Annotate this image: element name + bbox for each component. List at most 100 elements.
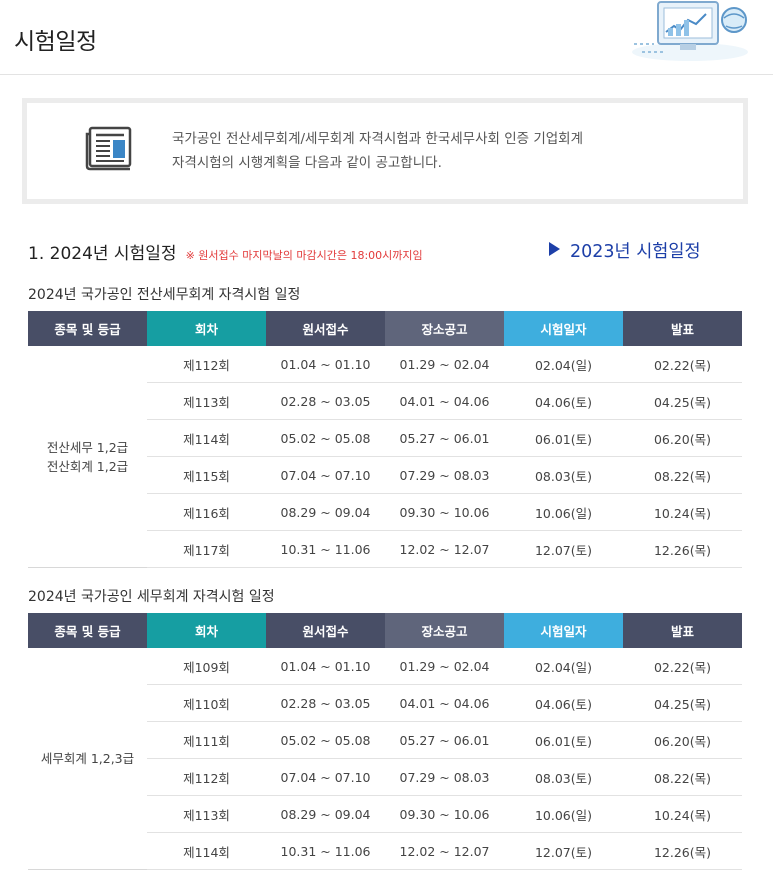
exam-date-cell: 02.04(일)	[504, 346, 623, 383]
apply-period-cell: 10.31 ~ 11.06	[266, 832, 385, 870]
header-announce: 발표	[623, 613, 742, 648]
link-2023-label: 2023년 시험일정	[570, 242, 701, 262]
round-cell: 제116회	[147, 493, 266, 531]
exam-date-cell: 06.01(토)	[504, 419, 623, 457]
table-row: 제117회 10.31 ~ 11.06 12.02 ~ 12.07 12.07(토) 1…	[28, 530, 742, 568]
header-venue: 장소공고	[385, 613, 504, 648]
header-apply: 원서접수	[266, 311, 385, 346]
grade-cell: 세무회계 1,2,3급	[28, 648, 147, 870]
announce-date-cell: 06.20(목)	[623, 419, 742, 457]
header-grade: 종목 및 등급	[28, 613, 147, 648]
apply-period-cell: 08.29 ~ 09.04	[266, 795, 385, 833]
table-row: 제113회 08.29 ~ 09.04 09.30 ~ 10.06 10.06(일) 1…	[28, 795, 742, 833]
link-2023-schedule[interactable]: 2023년 시험일정	[549, 238, 701, 263]
venue-notice-cell: 05.27 ~ 06.01	[385, 721, 504, 759]
round-cell: 제115회	[147, 456, 266, 494]
table-row: 제113회 02.28 ~ 03.05 04.01 ~ 04.06 04.06(토) 0…	[28, 382, 742, 420]
apply-period-cell: 02.28 ~ 03.05	[266, 382, 385, 420]
grade-line: 전산세무 1,2급	[46, 439, 129, 455]
header-date: 시험일자	[504, 311, 623, 346]
table-title-tax-accounting: 2024년 국가공인 세무회계 자격시험 일정	[28, 589, 275, 605]
play-triangle-icon	[549, 242, 560, 256]
round-cell: 제109회	[147, 648, 266, 685]
header-round: 회차	[147, 613, 266, 648]
header-round: 회차	[147, 311, 266, 346]
venue-notice-cell: 04.01 ~ 04.06	[385, 684, 504, 722]
table-header-row: 종목 및 등급 회차 원서접수 장소공고 시험일자 발표	[28, 311, 742, 346]
venue-notice-cell: 05.27 ~ 06.01	[385, 419, 504, 457]
header-date: 시험일자	[504, 613, 623, 648]
header-apply: 원서접수	[266, 613, 385, 648]
header-venue: 장소공고	[385, 311, 504, 346]
header-announce: 발표	[623, 311, 742, 346]
table-row: 세무회계 1,2,3급 제109회 01.04 ~ 01.10 01.29 ~ 02.…	[28, 648, 742, 870]
venue-notice-cell: 12.02 ~ 12.07	[385, 530, 504, 568]
announce-date-cell: 06.20(목)	[623, 721, 742, 759]
announce-date-cell: 12.26(목)	[623, 530, 742, 568]
round-cell: 제113회	[147, 795, 266, 833]
page-header: 시험일정	[0, 0, 773, 75]
announce-date-cell: 08.22(목)	[623, 456, 742, 494]
apply-period-cell: 05.02 ~ 05.08	[266, 419, 385, 457]
exam-date-cell: 06.01(토)	[504, 721, 623, 759]
venue-notice-cell: 07.29 ~ 08.03	[385, 758, 504, 796]
round-cell: 제117회	[147, 530, 266, 568]
announce-date-cell: 12.26(목)	[623, 832, 742, 870]
notice-box: 국가공인 전산세무회계/세무회계 자격시험과 한국세무사회 인증 기업회계 자격…	[22, 98, 748, 204]
exam-date-cell: 08.03(토)	[504, 456, 623, 494]
notice-line-1: 국가공인 전산세무회계/세무회계 자격시험과 한국세무사회 인증 기업회계	[172, 131, 584, 147]
exam-date-cell: 04.06(토)	[504, 382, 623, 420]
page-title: 시험일정	[14, 29, 97, 55]
apply-period-cell: 07.04 ~ 07.10	[266, 456, 385, 494]
announce-date-cell: 10.24(목)	[623, 493, 742, 531]
apply-period-cell: 02.28 ~ 03.05	[266, 684, 385, 722]
grade-line: 세무회계 1,2,3급	[40, 751, 135, 766]
exam-date-cell: 02.04(일)	[504, 648, 623, 685]
announce-date-cell: 02.22(목)	[623, 648, 742, 685]
apply-period-cell: 05.02 ~ 05.08	[266, 721, 385, 759]
newspaper-icon	[85, 126, 132, 171]
round-cell: 제112회	[147, 758, 266, 796]
round-cell: 제113회	[147, 382, 266, 420]
venue-notice-cell: 01.29 ~ 02.04	[385, 648, 504, 685]
announce-date-cell: 04.25(목)	[623, 684, 742, 722]
apply-period-cell: 08.29 ~ 09.04	[266, 493, 385, 531]
table-row: 제115회 07.04 ~ 07.10 07.29 ~ 08.03 08.03(토) 0…	[28, 456, 742, 494]
table-row: 제112회 07.04 ~ 07.10 07.29 ~ 08.03 08.03(토) 0…	[28, 758, 742, 796]
exam-date-cell: 08.03(토)	[504, 758, 623, 796]
exam-date-cell: 10.06(일)	[504, 493, 623, 531]
section-title: 1. 2024년 시험일정	[28, 244, 177, 264]
round-cell: 제114회	[147, 832, 266, 870]
table-row: 제114회 10.31 ~ 11.06 12.02 ~ 12.07 12.07(토) 1…	[28, 832, 742, 870]
table-header-row: 종목 및 등급 회차 원서접수 장소공고 시험일자 발표	[28, 613, 742, 648]
round-cell: 제111회	[147, 721, 266, 759]
announce-date-cell: 02.22(목)	[623, 346, 742, 383]
exam-date-cell: 12.07(토)	[504, 832, 623, 870]
apply-period-cell: 10.31 ~ 11.06	[266, 530, 385, 568]
announce-date-cell: 08.22(목)	[623, 758, 742, 796]
table-row: 제116회 08.29 ~ 09.04 09.30 ~ 10.06 10.06(일) 1…	[28, 493, 742, 531]
announce-date-cell: 10.24(목)	[623, 795, 742, 833]
venue-notice-cell: 09.30 ~ 10.06	[385, 493, 504, 531]
venue-notice-cell: 01.29 ~ 02.04	[385, 346, 504, 383]
computer-illustration-icon	[632, 1, 748, 61]
round-cell: 제110회	[147, 684, 266, 722]
table-row: 제114회 05.02 ~ 05.08 05.27 ~ 06.01 06.01(토) 0…	[28, 419, 742, 457]
exam-date-cell: 04.06(토)	[504, 684, 623, 722]
table-row: 제110회 02.28 ~ 03.05 04.01 ~ 04.06 04.06(토) 0…	[28, 684, 742, 722]
grade-line: 전산회계 1,2급	[46, 458, 129, 474]
header-grade: 종목 및 등급	[28, 311, 147, 346]
apply-period-cell: 07.04 ~ 07.10	[266, 758, 385, 796]
apply-period-cell: 01.04 ~ 01.10	[266, 648, 385, 685]
apply-period-cell: 01.04 ~ 01.10	[266, 346, 385, 383]
deadline-note: ※ 원서접수 마지막날의 마감시간은 18:00시까지임	[185, 249, 423, 262]
venue-notice-cell: 12.02 ~ 12.07	[385, 832, 504, 870]
round-cell: 제112회	[147, 346, 266, 383]
table-row: 제111회 05.02 ~ 05.08 05.27 ~ 06.01 06.01(토) 0…	[28, 721, 742, 759]
announce-date-cell: 04.25(목)	[623, 382, 742, 420]
round-cell: 제114회	[147, 419, 266, 457]
table-title-computer-accounting: 2024년 국가공인 전산세무회계 자격시험 일정	[28, 287, 301, 303]
exam-date-cell: 12.07(토)	[504, 530, 623, 568]
